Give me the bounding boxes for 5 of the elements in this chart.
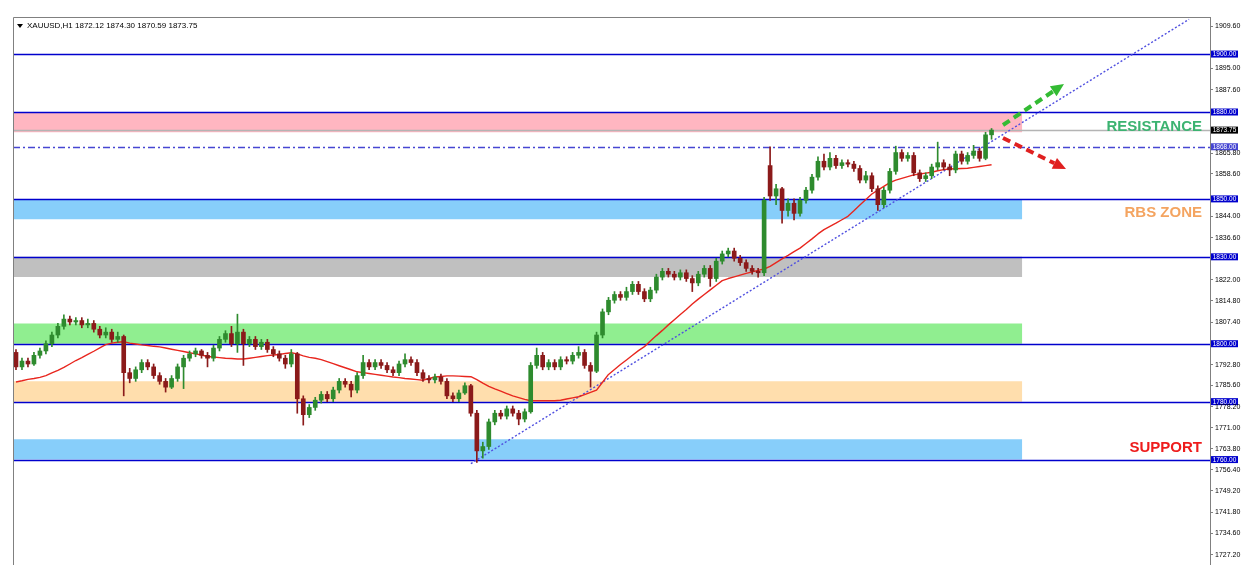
annotation: SUPPORT <box>1129 438 1202 456</box>
text: XAUUSD,H1 1872.12 1874.30 1870.59 1873.75 <box>27 21 198 31</box>
annotation: RESISTANCE <box>1106 117 1202 135</box>
candlestick <box>935 141 941 171</box>
annotation: RBS ZONE <box>1124 203 1202 221</box>
